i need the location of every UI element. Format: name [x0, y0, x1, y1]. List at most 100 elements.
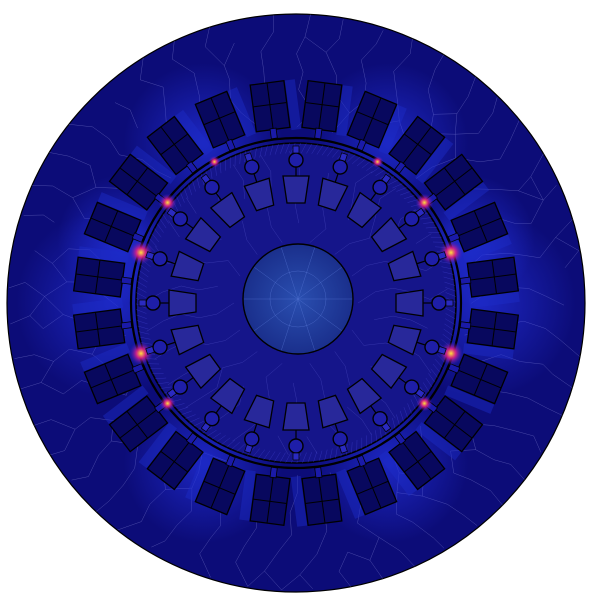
- airgap-mesh-edge: [137, 281, 147, 288]
- airgap-mesh-edge: [445, 292, 456, 297]
- mesh-edge: [289, 493, 298, 513]
- stator-slot: [346, 90, 407, 155]
- airgap-mesh-edge: [400, 410, 404, 422]
- airgap-mesh-edge: [173, 403, 185, 407]
- airgap-mesh-edge: [434, 359, 443, 368]
- rotor-mesh-edge: [185, 397, 202, 408]
- rotor-mesh-edge: [242, 351, 258, 363]
- airgap-mesh-edge: [442, 271, 454, 275]
- airgap-mesh-edge: [157, 382, 169, 384]
- mesh-edge: [375, 30, 384, 45]
- airgap-mesh-edge: [162, 214, 169, 224]
- flux-hotspot: [158, 193, 177, 212]
- mesh-edge: [260, 51, 264, 71]
- mesh-edge: [463, 514, 478, 526]
- rotor-mesh-edge: [265, 377, 270, 398]
- shaft-mesh-edge: [297, 267, 342, 300]
- rotor-mesh-edge: [320, 379, 325, 397]
- flux-hotspot: [439, 341, 463, 366]
- rotor-mesh-edge: [418, 355, 432, 374]
- rotor-mesh-edge: [216, 367, 223, 388]
- rotor-slots: [138, 145, 454, 461]
- rotor-mesh-edge: [392, 288, 412, 293]
- rotor-mesh-edge: [199, 313, 217, 318]
- rotor-mesh-edge: [246, 239, 258, 255]
- airgap-mesh-edge: [313, 451, 318, 463]
- airgap-mesh-edge: [445, 313, 456, 320]
- airgap-mesh-edge: [136, 320, 148, 325]
- airgap-mesh-edge: [280, 143, 285, 154]
- mesh-edge: [518, 190, 544, 201]
- stator-slot: [290, 466, 343, 527]
- mesh-edge: [515, 430, 534, 437]
- airgap-mesh-edge: [257, 449, 265, 459]
- airgap-mesh-edge: [189, 417, 200, 423]
- airgap-mesh-edge: [329, 448, 333, 460]
- airgap-mesh-edge: [211, 432, 222, 440]
- airgap-mesh-edge: [392, 183, 403, 189]
- airgap-mesh-edge: [274, 452, 281, 462]
- flux-hotspot: [415, 193, 434, 212]
- rotor-slot: [282, 145, 310, 204]
- rotor-mesh-edge: [206, 260, 229, 264]
- flux-hotspot: [371, 155, 384, 168]
- mesh-edge: [530, 153, 544, 177]
- airgap-mesh-edge: [423, 222, 435, 224]
- airgap-mesh-edge: [252, 448, 260, 458]
- rotor-mesh-edge: [347, 406, 363, 420]
- airgap-mesh-edge: [351, 442, 353, 454]
- mesh-edge: [264, 570, 282, 591]
- rotor-mesh-edge: [225, 329, 241, 341]
- airgap-mesh-edge: [370, 432, 372, 444]
- mesh-edge: [299, 554, 318, 575]
- airgap-mesh-edge: [136, 292, 147, 298]
- rotor-mesh-edge: [351, 329, 364, 346]
- shaft-mesh-edge: [254, 267, 299, 300]
- airgap-mesh-edge: [444, 281, 456, 286]
- mesh-edge: [199, 553, 211, 578]
- airgap-mesh-edge: [403, 195, 415, 199]
- mesh-edge: [205, 46, 225, 66]
- mesh-edge: [493, 425, 516, 432]
- airgap-mesh-edge: [442, 334, 452, 342]
- mesh-edge: [33, 419, 52, 426]
- flux-hotspots: [129, 155, 463, 412]
- airgap-mesh-edge: [407, 403, 412, 414]
- airgap-mesh-edge: [396, 414, 400, 426]
- airgap-mesh-edge: [137, 325, 149, 330]
- airgap-mesh-edge: [188, 184, 192, 196]
- mesh-edge: [533, 435, 542, 453]
- rotor-mesh-edge: [369, 218, 376, 239]
- mesh-edge: [98, 440, 112, 456]
- rotor-mesh-edge: [366, 261, 385, 266]
- mesh-edge: [235, 545, 245, 563]
- stator-slot: [80, 342, 145, 405]
- rotor-slot: [370, 353, 426, 399]
- mesh-edge: [20, 382, 42, 390]
- airgap-mesh-edge: [352, 156, 361, 165]
- airgap-mesh-edge: [445, 308, 456, 314]
- airgap-mesh-edge: [268, 451, 276, 461]
- airgap-mesh-edge: [279, 452, 286, 463]
- mesh-edge: [527, 397, 548, 409]
- mesh-edge: [66, 123, 93, 128]
- rotor-slot: [282, 402, 310, 461]
- mesh-edge: [490, 490, 505, 508]
- rotor-mesh-edge: [198, 286, 218, 291]
- airgap-mesh-edge: [307, 452, 312, 463]
- rotor-slot: [370, 207, 426, 253]
- stator-slots: [72, 79, 520, 527]
- shaft-mesh-edge: [254, 298, 299, 331]
- rotor-mesh-edge: [309, 228, 327, 243]
- airgap-mesh-edge: [155, 377, 167, 379]
- mesh-edge: [279, 534, 292, 551]
- mesh-edge: [492, 97, 498, 114]
- stator-slot: [102, 385, 169, 453]
- airgap-mesh-edge: [318, 450, 323, 462]
- airgap-mesh-edge: [443, 276, 455, 281]
- rotor-slot: [145, 250, 205, 282]
- airgap-mesh-edge: [444, 323, 454, 331]
- airgap-mesh-edge: [403, 407, 408, 418]
